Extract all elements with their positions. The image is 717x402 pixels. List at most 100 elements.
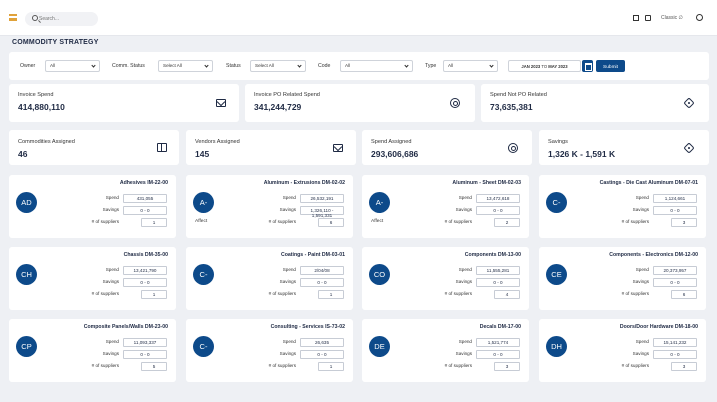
search-box[interactable]: [25, 12, 98, 26]
savings-value: 0 - 0: [123, 350, 167, 359]
menu-icon[interactable]: [9, 14, 17, 21]
commodity-card[interactable]: A- Affect Aluminum - Sheet DM-02-03 Spend 13…: [362, 175, 529, 238]
suppliers-label: # of suppliers: [91, 291, 119, 296]
suppliers-label: # of suppliers: [621, 363, 649, 368]
savings-value: 0 - 0: [123, 278, 167, 287]
commodity-title[interactable]: Aluminum - Sheet DM-02-03: [452, 180, 521, 186]
commodity-card[interactable]: C- Consulting - Services IS-73-02 Spend 26,…: [186, 319, 353, 382]
commodity-card[interactable]: C- Castings - Die Cast Aluminum DM-07-01 S…: [539, 175, 706, 238]
search-input[interactable]: [39, 13, 95, 25]
commodity-badge: C-: [193, 336, 214, 357]
savings-value: 0 - 0: [123, 206, 167, 215]
suppliers-label: # of suppliers: [91, 219, 119, 224]
commodity-title[interactable]: Doors/Door Hardware DM-18-00: [619, 324, 698, 330]
suppliers-label: # of suppliers: [444, 219, 472, 224]
code-label: Code: [318, 63, 331, 69]
stat-card: Savings 1,326 K - 1,591 K: [539, 130, 709, 165]
spend-value: 1,521,774: [476, 338, 520, 347]
suppliers-label: # of suppliers: [268, 219, 296, 224]
fullscreen-icon[interactable]: [633, 15, 639, 21]
commodity-badge: A-: [369, 192, 390, 213]
spend-label: Spend: [458, 267, 472, 272]
stat-card: Invoice PO Related Spend 341,244,729: [245, 84, 475, 122]
spend-label: Spend: [458, 195, 472, 200]
status-select[interactable]: Select All: [250, 60, 306, 72]
savings-value: 0 - 0: [476, 206, 520, 215]
spend-value: 11,555,281: [476, 266, 520, 275]
commodity-title[interactable]: Composite Panels/Walls DM-23-00: [83, 324, 168, 330]
comm-status-select[interactable]: Select All: [158, 60, 213, 72]
calendar-icon[interactable]: [645, 15, 651, 21]
code-select[interactable]: All: [340, 60, 413, 72]
savings-label: Savings: [632, 207, 649, 212]
owner-select[interactable]: All: [45, 60, 100, 72]
commodity-title[interactable]: Components DM-13-00: [464, 252, 521, 258]
filter-bar: Owner All Comm. Status Select All Status…: [9, 52, 709, 80]
spend-value: 431,055: [123, 194, 167, 203]
commodity-title[interactable]: Decals DM-17-00: [479, 324, 521, 330]
savings-value: 0 - 0: [476, 278, 520, 287]
commodity-title[interactable]: Chassis DM-35-00: [123, 252, 168, 258]
commodity-card[interactable]: DE Decals DM-17-00 Spend 1,521,774 Savings 0 …: [362, 319, 529, 382]
target-icon: [508, 143, 518, 153]
suppliers-value: 3: [494, 362, 520, 371]
chevron-down-icon: [489, 63, 494, 68]
commodity-card[interactable]: AD Adhesives IM-22-00 Spend 431,055 Savings 0…: [9, 175, 176, 238]
stat-value: 46: [18, 149, 28, 159]
suppliers-value: 5: [141, 362, 167, 371]
savings-label: Savings: [455, 207, 472, 212]
chevron-down-icon: [204, 63, 209, 68]
envelope-icon: [216, 99, 226, 107]
savings-label: Savings: [455, 279, 472, 284]
commodity-title[interactable]: Castings - Die Cast Aluminum DM-07-01: [599, 180, 698, 186]
type-select[interactable]: All: [443, 60, 498, 72]
scrollbar[interactable]: [711, 36, 715, 396]
commodity-title[interactable]: Consulting - Services IS-73-02: [270, 324, 345, 330]
commodity-title[interactable]: Adhesives IM-22-00: [119, 180, 168, 186]
user-menu[interactable]: Classic ∅: [661, 15, 683, 21]
commodity-card[interactable]: A- Affect Aluminum - Extrusions DM-02-02 Sp…: [186, 175, 353, 238]
stat-label: Commodities Assigned: [18, 139, 75, 145]
spend-label: Spend: [282, 339, 296, 344]
date-range-input[interactable]: JAN 2023 TO MAY 2023: [508, 60, 581, 72]
commodity-badge: A-: [193, 192, 214, 213]
commodity-title[interactable]: Components - Electronics DM-12-00: [609, 252, 698, 258]
spend-label: Spend: [635, 267, 649, 272]
savings-label: Savings: [632, 279, 649, 284]
savings-label: Savings: [632, 351, 649, 356]
stat-card: Vendors Assigned 145: [186, 130, 356, 165]
spend-label: Spend: [282, 267, 296, 272]
stat-label: Spend Not PO Related: [490, 92, 547, 98]
submit-button[interactable]: Submit: [596, 60, 625, 72]
spend-label: Spend: [635, 195, 649, 200]
suppliers-value: 6: [318, 218, 344, 227]
owner-label: Owner: [20, 63, 36, 69]
savings-value: 0 - 0: [653, 278, 697, 287]
stat-card: Invoice Spend 414,880,110: [9, 84, 239, 122]
commodity-card[interactable]: DH Doors/Door Hardware DM-18-00 Spend 15,14…: [539, 319, 706, 382]
stat-card: Commodities Assigned 46: [9, 130, 179, 165]
commodity-card[interactable]: CP Composite Panels/Walls DM-23-00 Spend 11…: [9, 319, 176, 382]
gear-icon[interactable]: [696, 14, 703, 21]
stat-card: Spend Not PO Related 73,635,381: [481, 84, 709, 122]
commodity-title[interactable]: Coatings - Paint DM-03-01: [281, 252, 345, 258]
stat-label: Vendors Assigned: [195, 139, 240, 145]
commodity-card[interactable]: CH Chassis DM-35-00 Spend 13,421,790 Savings…: [9, 247, 176, 310]
commodity-title[interactable]: Aluminum - Extrusions DM-02-02: [263, 180, 345, 186]
spend-label: Spend: [105, 339, 119, 344]
commodity-badge: DH: [546, 336, 567, 357]
commodity-badge: C-: [193, 264, 214, 285]
suppliers-value: 1: [141, 290, 167, 299]
suppliers-value: 1: [318, 362, 344, 371]
commodity-card[interactable]: CO Components DM-13-00 Spend 11,555,281 Savi…: [362, 247, 529, 310]
top-bar: Classic ∅: [0, 0, 717, 36]
savings-label: Savings: [279, 351, 296, 356]
comm-status-label: Comm. Status: [112, 63, 145, 69]
spend-value: 2/04/08: [300, 266, 344, 275]
commodity-card[interactable]: C- Coatings - Paint DM-03-01 Spend 2/04/08 S…: [186, 247, 353, 310]
calendar-button[interactable]: [582, 60, 593, 72]
commodity-card[interactable]: CE Components - Electronics DM-12-00 Spend…: [539, 247, 706, 310]
savings-label: Savings: [102, 207, 119, 212]
commodity-subtitle: Affect: [195, 219, 208, 224]
commodity-badge: CH: [16, 264, 37, 285]
